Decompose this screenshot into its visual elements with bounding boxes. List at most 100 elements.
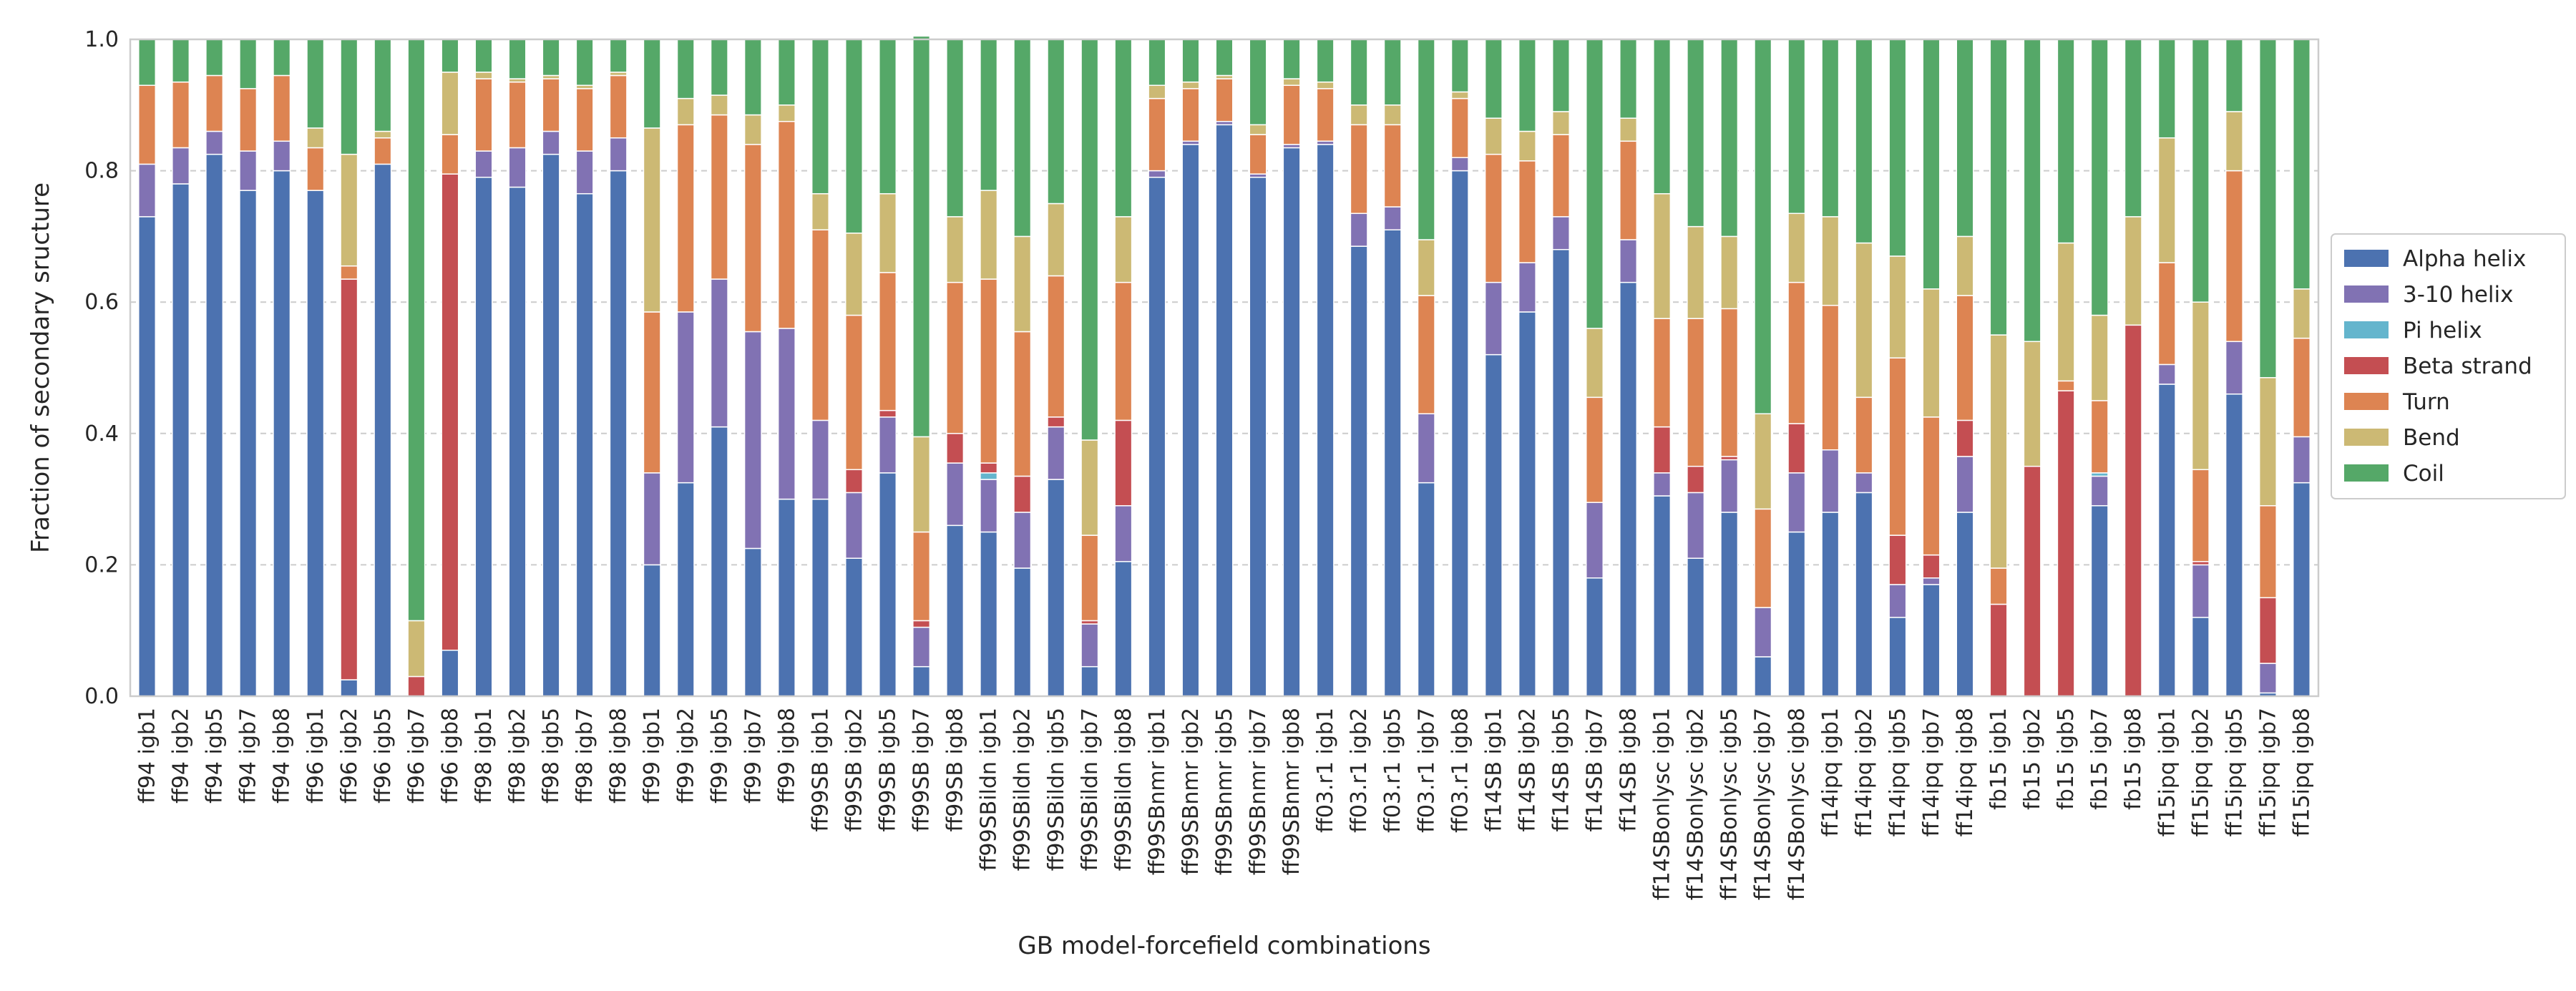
bar-segment: [542, 39, 560, 77]
bar-segment: [1585, 328, 1604, 399]
bar-segment: [2191, 301, 2210, 471]
x-tick-label: ff14ipq igb5: [1885, 708, 1911, 836]
bar-segment: [2057, 242, 2075, 382]
legend-label: Turn: [2402, 389, 2450, 415]
legend-swatch: [2344, 250, 2389, 267]
bar-segment: [1383, 229, 1402, 697]
bar-segment: [2090, 475, 2109, 507]
bar-segment: [205, 74, 224, 132]
bar-segment: [2023, 341, 2041, 467]
bar-segment: [1047, 416, 1065, 428]
y-tick-label: 0.0: [84, 684, 119, 709]
x-tick-label: fb15 igb8: [2121, 708, 2146, 810]
bar-segment: [1249, 177, 1267, 697]
bar-segment: [1720, 39, 1739, 238]
bar-segment: [1787, 281, 1806, 424]
bar-segment: [1484, 117, 1503, 155]
x-tick-label: ff94 igb2: [169, 708, 194, 804]
bar-segment: [1383, 206, 1402, 230]
bar-segment: [811, 498, 829, 697]
x-tick-label: ff98 igb8: [606, 708, 631, 804]
x-tick-label: ff96 igb7: [404, 708, 429, 804]
bar-segment: [1484, 353, 1503, 697]
bar-segment: [1148, 97, 1166, 172]
x-tick-label: ff98 igb7: [572, 708, 597, 804]
bar-segment: [1181, 88, 1200, 142]
bar-segment: [205, 39, 224, 77]
bar-segment: [2157, 384, 2176, 697]
legend-label: Alpha helix: [2403, 246, 2526, 272]
bar-segment: [777, 498, 796, 697]
x-tick-label: ff99SBildn igb1: [977, 708, 1002, 871]
bar-segment: [1013, 475, 1032, 513]
bar-segment: [1181, 81, 1200, 89]
bar-segment: [1249, 39, 1267, 126]
bar-segment: [811, 229, 829, 421]
bar-segment: [1215, 78, 1234, 122]
bar-segment: [2124, 39, 2142, 218]
bar-segment: [1687, 318, 1705, 467]
bar-segment: [1989, 334, 2008, 569]
bar-segment: [575, 39, 594, 87]
bar-segment: [340, 39, 358, 155]
x-tick-label: ff99SBnmr igb7: [1246, 708, 1271, 875]
bar-segment: [2124, 324, 2142, 697]
bar-segment: [1215, 39, 1234, 77]
x-tick-label: ff14SB igb2: [1515, 708, 1540, 832]
x-tick-label: ff96 igb8: [438, 708, 463, 804]
bar-segment: [2258, 505, 2277, 599]
bar-segment: [1585, 577, 1604, 697]
bar-segment: [508, 186, 527, 697]
bar-segment: [1922, 288, 1941, 418]
x-tick-label: ff94 igb1: [135, 708, 160, 804]
x-tick-label: ff14ipq igb2: [1852, 708, 1877, 836]
x-tick-label: ff98 igb1: [472, 708, 497, 804]
bar-segment: [2090, 39, 2109, 316]
bar-segment: [1888, 255, 1907, 358]
bar-segment: [1956, 512, 1974, 697]
bar-segment: [844, 39, 864, 234]
bar-segment: [980, 462, 998, 474]
bar-segment: [710, 39, 728, 96]
legend-label: Pi helix: [2403, 318, 2482, 343]
bar-segment: [1585, 39, 1604, 329]
bar-segment: [2090, 314, 2109, 401]
x-tick-label: ff14SB igb8: [1616, 708, 1641, 832]
bar-segment: [2292, 482, 2311, 697]
y-axis-label: Fraction of secondary sructure: [26, 182, 55, 553]
bar-segment: [912, 665, 931, 697]
bar-segment: [1383, 124, 1402, 208]
bar-segment: [1619, 117, 1638, 142]
bar-segment: [407, 620, 426, 678]
bar-segment: [1551, 111, 1570, 135]
bar-segment: [2258, 377, 2277, 507]
y-tick-label: 0.2: [84, 552, 119, 577]
bar-segment: [1350, 104, 1368, 126]
bar-segment: [172, 147, 190, 185]
bar-segment: [2157, 262, 2176, 366]
bar-segment: [374, 130, 392, 139]
x-tick-label: ff14SBonlysc igb7: [1751, 708, 1776, 900]
x-tick-label: fb15 igb2: [2020, 708, 2045, 810]
bar-segment: [777, 121, 796, 329]
bar-segment: [1787, 531, 1806, 697]
bar-segment: [1350, 213, 1368, 247]
bar-segment: [980, 472, 998, 480]
x-axis-ticks: ff94 igb1 ff94 igb2 ff94 igb5 ff94 igb7 ff94…: [135, 708, 2315, 900]
x-tick-label: fb15 igb1: [1986, 708, 2011, 810]
bar-segment: [1956, 456, 1974, 513]
bar-segment: [980, 39, 998, 191]
bar-segment: [710, 114, 728, 280]
bars: [138, 35, 2311, 697]
bar-segment: [1080, 39, 1099, 441]
bar-segment: [811, 192, 829, 230]
bar-segment: [1417, 295, 1435, 415]
bar-segment: [676, 97, 695, 126]
bar-segment: [542, 130, 560, 155]
bar-segment: [777, 104, 796, 122]
bar-segment: [609, 39, 628, 73]
bar-segment: [1653, 426, 1672, 474]
bar-segment: [1181, 144, 1200, 697]
bar-segment: [1148, 177, 1166, 697]
bar-segment: [1551, 249, 1570, 697]
